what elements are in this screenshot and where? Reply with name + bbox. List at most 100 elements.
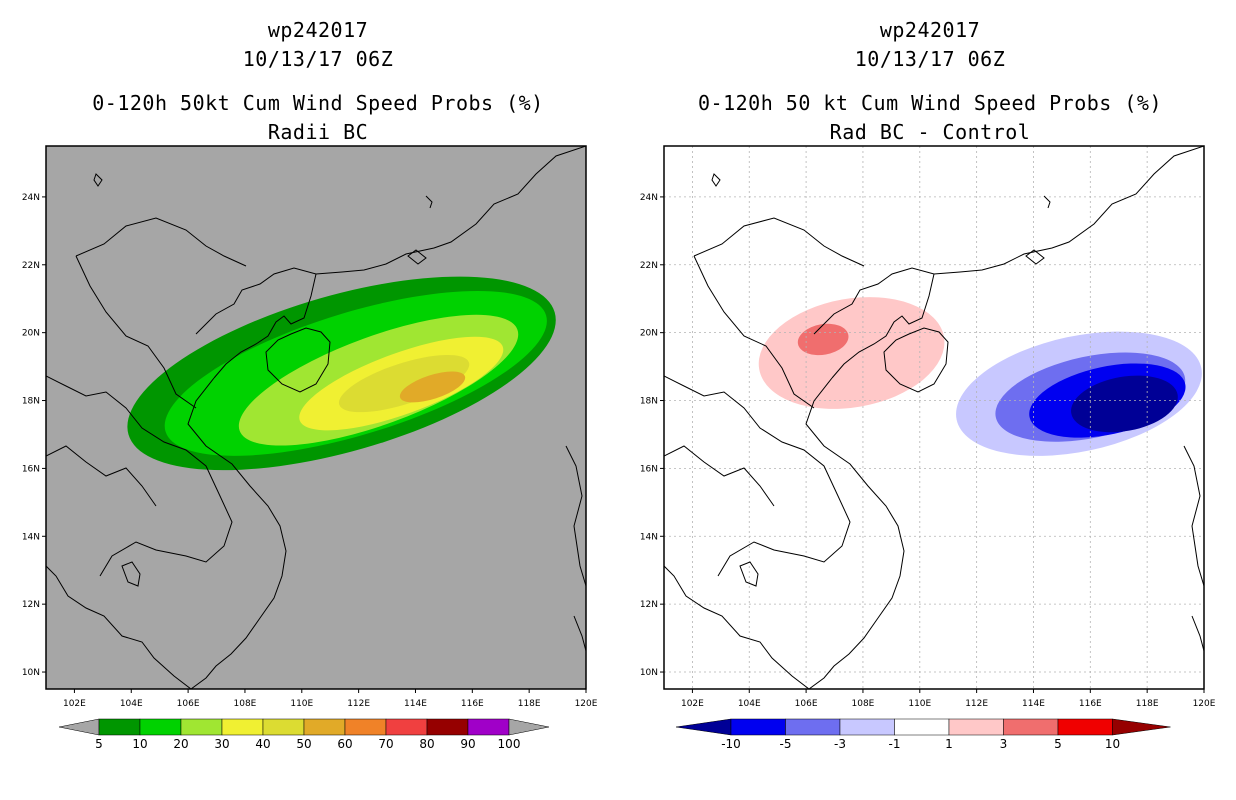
right-xtick-label-4: 110E [908,699,931,709]
left-panel-subtitle: 0-120h 50kt Cum Wind Speed Probs (%) Rad… [48,89,588,147]
left-ytick-label-4: 16N [22,464,40,474]
left-colorbar-high-arrow [508,718,550,736]
right-xtick-label-8: 118E [1136,699,1159,709]
left-colorbar-label-6: 60 [337,737,352,751]
left-xtick-label-6: 114E [404,699,427,709]
left-colorbar-label-5: 50 [296,737,311,751]
right-colorbar-swatch-5 [1003,718,1059,736]
left-storm-id: wp242017 [267,18,369,42]
right-contour-group [758,297,1202,456]
right-colorbar-swatch-6 [1057,718,1113,736]
left-colorbar-label-10: 100 [498,737,521,751]
left-xtick-label-0: 102E [63,699,86,709]
right-ytick-label-4: 16N [640,464,658,474]
right-gridlines [664,146,1204,689]
right-xtick-label-0: 102E [681,699,704,709]
left-xtick-label-8: 118E [518,699,541,709]
right-ytick-label-5: 14N [640,532,658,542]
right-ytick-label-6: 12N [640,600,658,610]
right-chart-subtitle: Rad BC - Control [829,120,1031,144]
left-colorbar-label-1: 10 [132,737,147,751]
left-xtick-label-7: 116E [461,699,484,709]
right-ytick-label-3: 18N [640,397,658,407]
left-colorbar-low-arrow [58,718,100,736]
left-colorbar-swatch-8 [426,718,469,736]
left-ytick-label-6: 12N [22,600,40,610]
left-colorbar-label-0: 5 [95,737,103,751]
left-colorbar-label-2: 20 [173,737,188,751]
right-colorbar-swatch-2 [839,718,895,736]
right-xtick-label-9: 120E [1193,699,1216,709]
right-xtick-label-2: 106E [795,699,818,709]
right-datetime: 10/13/17 06Z [854,47,1006,71]
right-colorbar-label-6: 5 [1054,737,1062,751]
left-xtick-label-2: 106E [177,699,200,709]
left-map-frame [45,145,587,690]
left-datetime: 10/13/17 06Z [242,47,394,71]
left-colorbar-label-8: 80 [419,737,434,751]
left-colorbar-swatch-3 [221,718,264,736]
left-ytick-label-0: 24N [22,193,40,203]
right-xtick-label-5: 112E [965,699,988,709]
left-colorbar-swatch-1 [139,718,182,736]
right-ytick-label-1: 22N [640,261,658,271]
left-axes: 102E 104E 106E 108E 110E 112E 114E 116E 118E 120E… [22,193,598,709]
left-colorbar-label-4: 40 [255,737,270,751]
left-ytick-label-7: 10N [22,668,40,678]
right-contour-5 [1071,375,1178,433]
left-xtick-label-1: 104E [120,699,143,709]
left-contour-4 [338,354,470,413]
left-colorbar-label-9: 90 [460,737,475,751]
left-colorbar-swatch-4 [262,718,305,736]
right-storm-id: wp242017 [879,18,981,42]
left-xtick-label-9: 120E [575,699,598,709]
left-ytick-label-2: 20N [22,329,40,339]
right-colorbar-high-arrow [1112,718,1171,736]
left-chart-title: 0-120h 50kt Cum Wind Speed Probs (%) [92,91,544,115]
right-colorbar-label-2: -3 [834,737,846,751]
left-ytick-label-1: 22N [22,261,40,271]
left-xtick-label-3: 108E [234,699,257,709]
left-colorbar-swatch-6 [344,718,387,736]
right-colorbar: -10 -5 -3 -1 1 3 5 10 [675,718,1171,751]
left-colorbar-swatch-9 [467,718,510,736]
left-colorbar-swatch-5 [303,718,346,736]
right-colorbar-label-4: 1 [945,737,953,751]
right-colorbar-label-5: 3 [1000,737,1008,751]
left-ytick-label-3: 18N [22,397,40,407]
right-chart-title: 0-120h 50 kt Cum Wind Speed Probs (%) [697,91,1163,115]
left-contour-group [127,276,556,471]
right-map-frame [663,145,1205,690]
right-colorbar-label-0: -10 [721,737,741,751]
left-xtick-label-5: 112E [347,699,370,709]
left-colorbar-swatch-0 [98,718,141,736]
left-colorbar: 5 10 20 30 40 50 60 70 80 90 100 [58,718,550,751]
right-colorbar-label-3: -1 [889,737,901,751]
right-panel-subtitle: 0-120h 50 kt Cum Wind Speed Probs (%) Ra… [660,89,1200,147]
right-colorbar-swatch-4 [948,718,1004,736]
left-contour-5 [399,371,466,403]
right-panel-title: wp242017 10/13/17 06Z [660,16,1200,74]
right-colorbar-label-1: -5 [780,737,792,751]
right-colorbar-swatch-0 [730,718,786,736]
right-xtick-label-3: 108E [852,699,875,709]
left-chart-subtitle: Radii BC [267,120,369,144]
right-ytick-label-0: 24N [640,193,658,203]
left-panel-title: wp242017 10/13/17 06Z [48,16,588,74]
right-xtick-label-7: 116E [1079,699,1102,709]
right-colorbar-swatch-3 [894,718,950,736]
right-contour-0 [758,297,945,409]
right-colorbar-low-arrow [675,718,732,736]
right-xtick-label-1: 104E [738,699,761,709]
right-colorbar-swatch-1 [785,718,841,736]
left-colorbar-swatch-7 [385,718,428,736]
right-contour-1 [797,323,849,356]
left-colorbar-label-7: 70 [378,737,393,751]
right-colorbar-label-7: 10 [1105,737,1120,751]
left-ytick-label-5: 14N [22,532,40,542]
left-colorbar-swatch-2 [180,718,223,736]
right-ytick-label-7: 10N [640,668,658,678]
right-xtick-label-6: 114E [1022,699,1045,709]
left-colorbar-label-3: 30 [214,737,229,751]
